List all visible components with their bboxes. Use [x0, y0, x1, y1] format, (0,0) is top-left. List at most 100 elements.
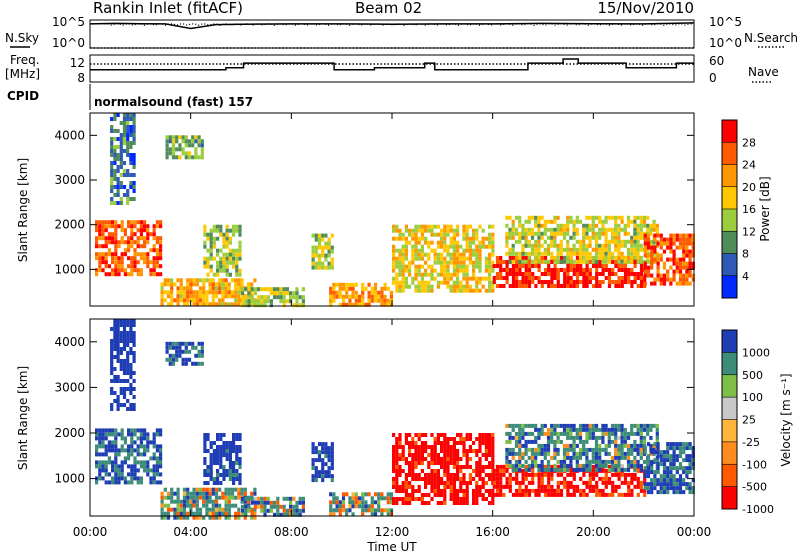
- velocity-cell: [669, 474, 673, 479]
- velocity-cell: [166, 515, 171, 520]
- power-cell: [518, 251, 522, 256]
- velocity-cell: [452, 445, 456, 449]
- velocity-cell: [575, 427, 579, 432]
- velocity-cell: [443, 441, 447, 445]
- velocity-cell: [582, 423, 586, 428]
- power-cell: [327, 265, 331, 270]
- velocity-cell: [505, 484, 509, 489]
- velocity-cell: [468, 465, 472, 469]
- power-cell: [456, 256, 460, 261]
- power-cell: [566, 231, 570, 236]
- power-cell: [604, 235, 608, 240]
- velocity-cell: [633, 467, 637, 472]
- velocity-cell: [530, 447, 535, 452]
- power-cell: [149, 260, 153, 265]
- power-cell: [614, 223, 618, 228]
- power-cell: [669, 233, 673, 238]
- power-cell: [601, 231, 605, 236]
- velocity-cell: [273, 500, 277, 505]
- velocity-cell: [182, 511, 187, 516]
- power-cell: [129, 145, 133, 149]
- power-cell: [107, 236, 111, 241]
- power-cell: [107, 240, 111, 245]
- velocity-cell: [488, 465, 492, 469]
- velocity-cell: [491, 497, 495, 501]
- velocity-cell: [433, 461, 437, 465]
- power-cell: [230, 294, 235, 299]
- power-cell: [436, 272, 440, 277]
- velocity-cell: [518, 488, 522, 493]
- power-cell: [639, 268, 644, 272]
- velocity-cell: [499, 492, 503, 497]
- power-cell: [373, 298, 378, 303]
- velocity-cell: [527, 488, 532, 493]
- velocity-cell: [129, 403, 133, 407]
- velocity-cell: [553, 455, 557, 460]
- velocity-cell: [170, 491, 174, 496]
- power-cell: [556, 268, 560, 272]
- power-cell: [653, 277, 657, 282]
- velocity-cell: [411, 437, 415, 441]
- power-cell: [594, 223, 599, 228]
- power-cell: [562, 231, 567, 236]
- velocity-cell: [165, 345, 169, 350]
- power-cell: [508, 235, 512, 240]
- velocity-cell: [646, 423, 650, 428]
- velocity-cell: [562, 423, 567, 428]
- velocity-cell: [595, 488, 599, 493]
- velocity-cell: [481, 453, 485, 457]
- power-cell: [173, 282, 177, 287]
- power-cell: [324, 233, 328, 238]
- power-cell: [578, 259, 583, 264]
- power-cell: [669, 249, 673, 254]
- power-cell: [572, 280, 576, 284]
- velocity-cell: [136, 428, 140, 433]
- velocity-cell: [314, 446, 318, 451]
- power-cell: [311, 245, 315, 250]
- power-cell: [669, 257, 673, 262]
- power-cell: [630, 259, 634, 264]
- velocity-cell: [414, 457, 418, 461]
- velocity-cell: [238, 461, 242, 465]
- power-cell: [604, 268, 608, 272]
- velocity-cell: [314, 466, 318, 471]
- velocity-cell: [465, 493, 469, 497]
- power-cell: [594, 231, 599, 236]
- power-cell: [462, 248, 466, 253]
- power-cell: [189, 286, 193, 291]
- velocity-cell: [113, 323, 117, 327]
- velocity-cell: [276, 512, 280, 517]
- velocity-cell: [534, 488, 538, 493]
- velocity-cell: [260, 500, 264, 505]
- velocity-cell: [95, 480, 99, 485]
- power-cell: [110, 161, 114, 165]
- power-cell: [329, 298, 333, 303]
- velocity-cell: [200, 341, 204, 346]
- power-cell: [659, 245, 663, 250]
- power-cell: [130, 232, 134, 237]
- velocity-cell: [646, 474, 651, 479]
- velocity-cell: [433, 477, 437, 481]
- velocity-cell: [126, 363, 130, 367]
- power-cell: [462, 256, 466, 261]
- velocity-cell: [449, 477, 453, 481]
- velocity-colorbar-tick-label: -100: [742, 458, 767, 471]
- velocity-cell: [468, 433, 472, 437]
- velocity-cell: [472, 497, 476, 501]
- power-cell: [515, 284, 519, 288]
- velocity-cell: [688, 470, 692, 475]
- power-cell: [401, 268, 405, 273]
- power-cell: [225, 268, 229, 273]
- velocity-cell: [119, 367, 123, 371]
- velocity-cell: [311, 458, 315, 463]
- velocity-cell: [643, 470, 647, 475]
- power-cell: [146, 264, 150, 269]
- power-cell: [630, 284, 634, 288]
- velocity-cell: [649, 435, 653, 440]
- velocity-cell: [149, 440, 153, 445]
- velocity-cell: [643, 486, 647, 491]
- power-colorbar-swatch: [722, 186, 737, 210]
- velocity-cell: [639, 455, 643, 460]
- velocity-cell: [136, 480, 140, 485]
- power-cell: [575, 256, 580, 260]
